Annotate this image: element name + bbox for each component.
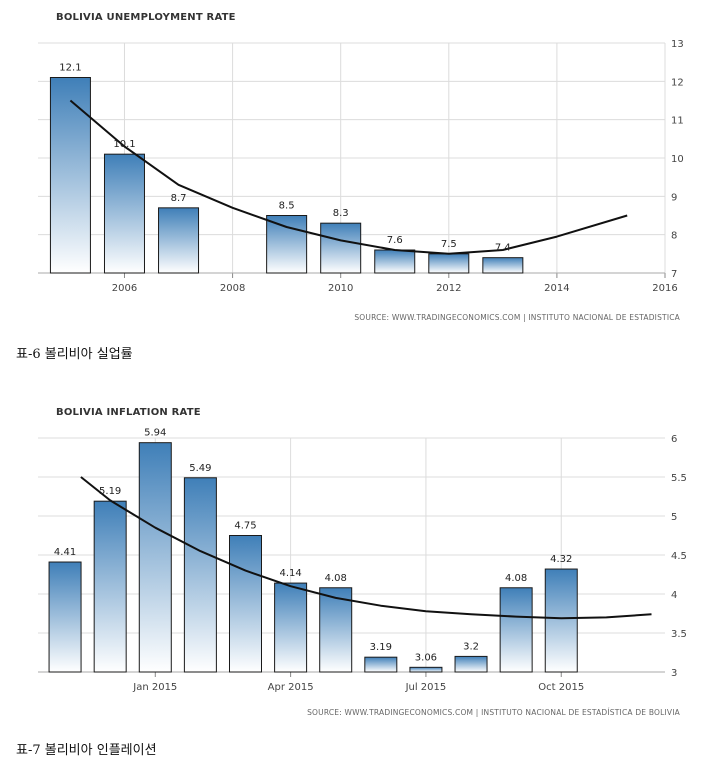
data-label: 4.08 [325, 573, 347, 584]
bar [103, 153, 145, 274]
x-tick-label: Jul 2015 [405, 682, 447, 693]
y-tick-label: 5 [671, 512, 677, 523]
bar [364, 656, 398, 673]
bar [409, 666, 443, 673]
x-tick-label: Jan 2015 [132, 682, 177, 693]
y-tick-label: 8 [671, 231, 677, 242]
bar [274, 582, 308, 673]
x-tick-label: 2014 [544, 283, 569, 294]
data-label: 3.19 [370, 642, 392, 653]
bar [499, 587, 533, 673]
x-tick-label: Oct 2015 [538, 682, 584, 693]
y-tick-label: 11 [671, 116, 684, 127]
data-label: 7.5 [441, 239, 457, 250]
trend-line [69, 99, 628, 255]
y-tick-label: 6 [671, 434, 677, 445]
data-label: 4.75 [234, 521, 256, 532]
data-label: 3.06 [415, 652, 437, 663]
x-tick-label: 2008 [220, 283, 245, 294]
chart-title: BOLIVIA UNEMPLOYMENT RATE [56, 12, 236, 23]
data-label: 10.1 [113, 139, 135, 150]
bar [428, 253, 470, 274]
bar [48, 561, 82, 673]
data-label: 5.94 [144, 428, 166, 439]
y-tick-label: 4.5 [671, 551, 687, 562]
x-tick-label: 2016 [652, 283, 677, 294]
data-label: 8.3 [333, 208, 349, 219]
bar [228, 535, 262, 673]
y-tick-label: 13 [671, 39, 684, 50]
bar [49, 77, 91, 274]
data-label: 7.4 [495, 243, 511, 254]
data-label: 5.19 [99, 486, 121, 497]
chart-source: SOURCE: WWW.TRADINGECONOMICS.COM | INSTI… [354, 313, 680, 322]
x-tick-label: 2006 [112, 283, 137, 294]
bar [320, 222, 362, 274]
y-tick-label: 5.5 [671, 473, 687, 484]
y-tick-label: 4 [671, 590, 677, 601]
bar [374, 249, 416, 274]
data-label: 4.08 [505, 573, 527, 584]
inflation-chart: BOLIVIA INFLATION RATE 3 3.5 4 4.5 5 5.5 6 Jan … [0, 395, 704, 725]
data-label: 8.7 [171, 193, 187, 204]
bar [158, 207, 200, 274]
data-label: 5.49 [189, 463, 211, 474]
data-label: 4.41 [54, 547, 76, 558]
unemployment-plot: 7 8 9 10 11 12 13 2006 2008 2010 2012 2014 2016 12.1 1… [38, 39, 684, 294]
bar [544, 568, 578, 673]
data-label: 4.14 [279, 568, 301, 579]
bar [93, 500, 127, 673]
data-label: 12.1 [59, 63, 81, 74]
bar [482, 257, 524, 274]
y-tick-label: 7 [671, 269, 677, 280]
y-tick-label: 10 [671, 154, 684, 165]
bar [183, 477, 217, 673]
x-tick-label: 2012 [436, 283, 461, 294]
trend-line [80, 476, 652, 620]
y-tick-label: 12 [671, 77, 684, 88]
caption-inflation: 표-7 볼리비아 인플레이션 [16, 743, 157, 758]
chart-source: SOURCE: WWW.TRADINGECONOMICS.COM | INSTI… [307, 708, 680, 717]
data-label: 7.6 [387, 235, 403, 246]
bar [454, 655, 488, 673]
data-label: 3.2 [463, 641, 479, 652]
unemployment-chart: BOLIVIA UNEMPLOYMENT RATE 7 8 9 10 11 12 13 200… [0, 0, 704, 330]
data-label: 8.5 [279, 201, 295, 212]
x-tick-label: 2010 [328, 283, 353, 294]
bar [319, 587, 353, 673]
caption-unemployment: 표-6 볼리비아 실업률 [16, 347, 133, 362]
x-tick-label: Apr 2015 [268, 682, 314, 693]
data-label: 4.32 [550, 554, 572, 565]
bar [138, 442, 172, 673]
y-tick-label: 3 [671, 668, 677, 679]
inflation-plot: 3 3.5 4 4.5 5 5.5 6 Jan 2015 Apr 2015 Jul 2015 Oct… [38, 428, 687, 693]
y-tick-label: 3.5 [671, 629, 687, 640]
y-tick-label: 9 [671, 192, 677, 203]
chart-title: BOLIVIA INFLATION RATE [56, 407, 201, 418]
bar [266, 215, 308, 274]
